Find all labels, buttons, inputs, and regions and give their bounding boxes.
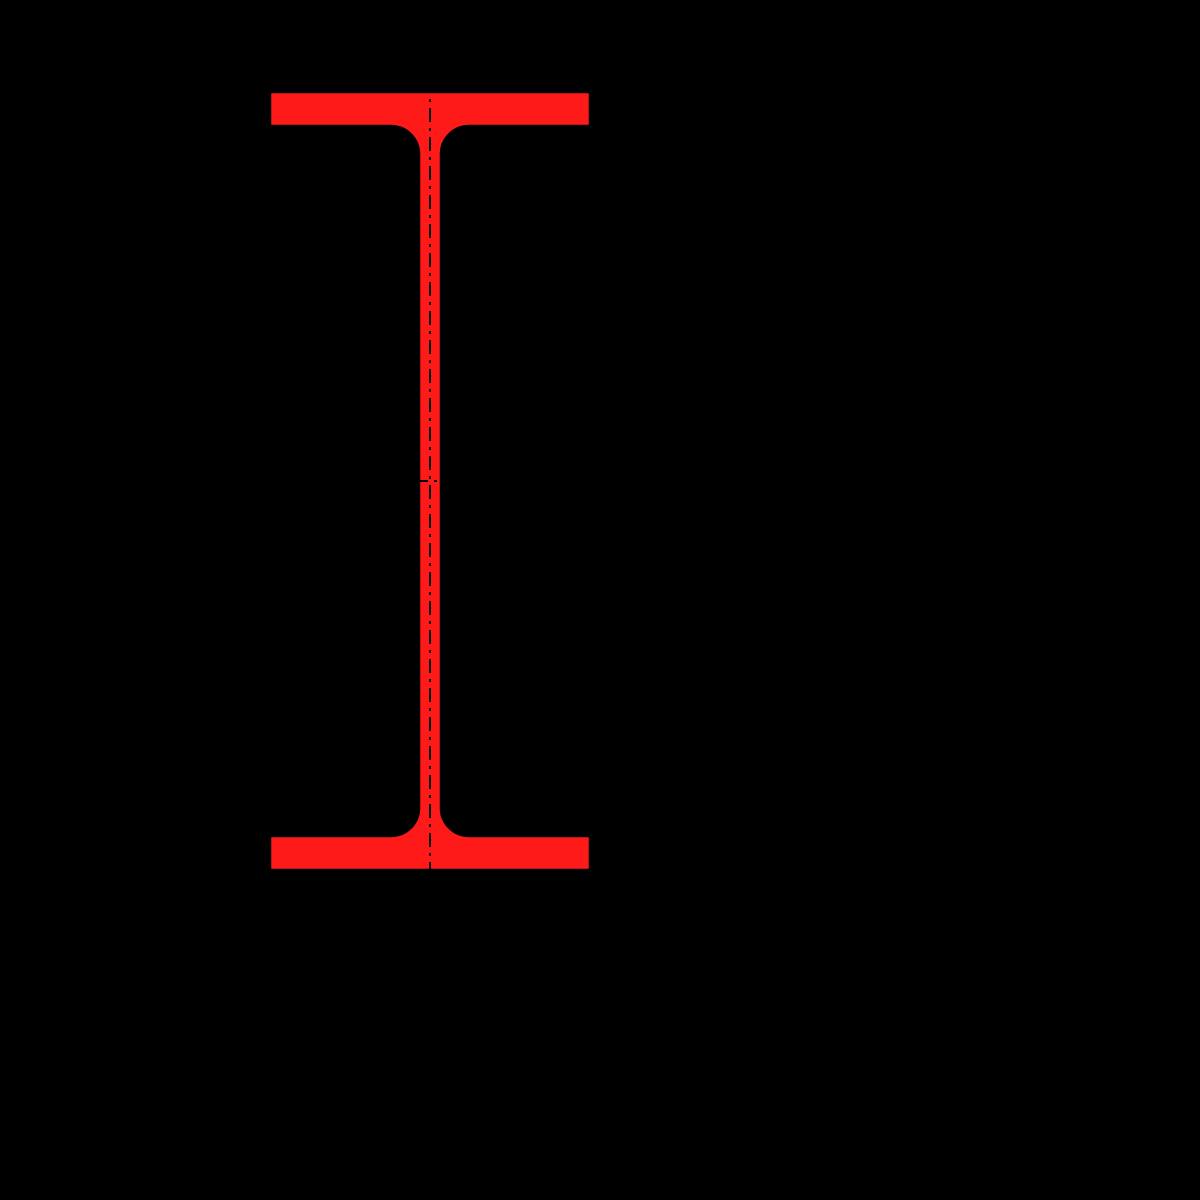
dim-b: b xyxy=(270,870,590,978)
dim-h-label: h xyxy=(700,467,713,494)
dim-t: t xyxy=(175,800,270,906)
ibeam-diagram: y x h s b (b-s)/2 t xyxy=(0,0,1200,1200)
dim-s-label: s xyxy=(638,467,650,494)
dim-r-label: R xyxy=(508,737,525,764)
x-axis-label: x xyxy=(748,467,760,494)
dim-bhalf: (b-s)/2 xyxy=(270,870,419,1030)
dim-t-label: t xyxy=(175,839,182,866)
dim-b-label: b xyxy=(415,929,428,956)
y-axis-label: y xyxy=(438,27,450,54)
dim-bhalf-label: (b-s)/2 xyxy=(280,984,344,1009)
